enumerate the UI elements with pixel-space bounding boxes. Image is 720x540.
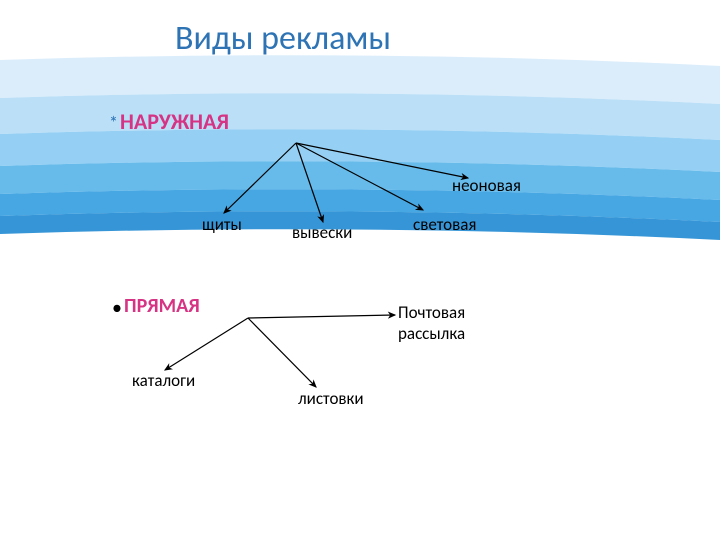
group-heading: НАРУЖНАЯ (120, 108, 229, 135)
diagram-node-label: Почтовая рассылка (398, 302, 465, 345)
diagram-node-label: световая (413, 214, 476, 235)
slide-title: Виды рекламы (175, 18, 391, 59)
diagram-node-label: неоновая (452, 175, 521, 196)
bullet-icon: • (112, 296, 122, 320)
slide: Виды рекламы *НАРУЖНАЯ щиты вывески светова… (0, 0, 720, 540)
diagram-node-label: листовки (298, 388, 364, 409)
background-wave (0, 0, 720, 540)
diagram-node-label: щиты (202, 214, 242, 235)
bullet-icon: * (109, 112, 118, 134)
diagram-node-label: вывески (292, 222, 352, 243)
diagram-node-label: каталоги (132, 370, 195, 391)
group-heading: ПРЯМАЯ (124, 294, 200, 318)
